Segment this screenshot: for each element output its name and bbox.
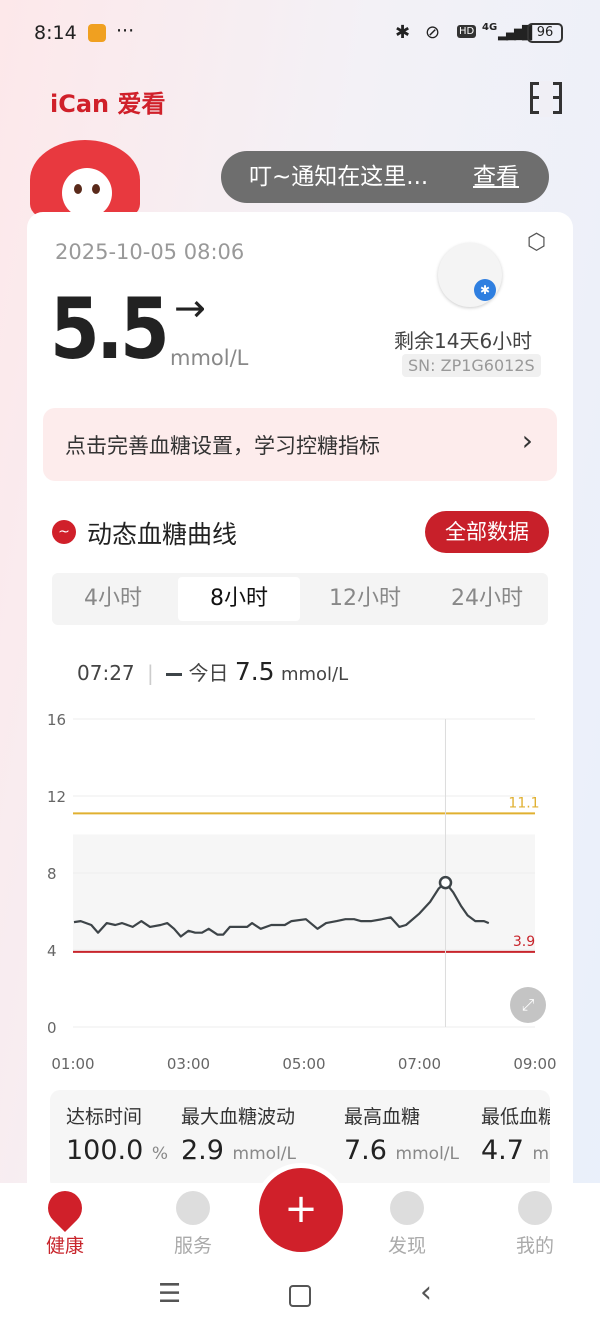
tab-8h[interactable]: 8小时 [178,577,300,621]
menu-icon[interactable]: ☰ [158,1279,182,1309]
tooltip-time: 07:27 [77,661,135,685]
x-tick-label: 07:00 [398,1055,441,1073]
x-tick-label: 03:00 [167,1055,210,1073]
bluetooth-icon: ✱ [395,22,411,43]
settings-banner[interactable]: 点击完善血糖设置，学习控糖指标 › [43,408,557,481]
trend-arrow-icon: → [174,286,206,330]
nav-services[interactable]: 服务 [153,1191,233,1258]
y-tick-label: 0 [47,1019,57,1037]
stat-max-fluctuation: 最大血糖波动 2.9 mmol/L [181,1106,296,1166]
nav-discover[interactable]: 发现 [367,1191,447,1258]
stat-time-in-range: 达标时间 100.0 % [66,1106,169,1166]
section-title: 动态血糖曲线 [87,520,238,549]
handshake-icon [176,1191,210,1225]
blood-drop-icon [40,1183,90,1233]
bluetooth-badge-icon: ✱ [474,279,496,301]
nav-health[interactable]: 健康 [25,1183,105,1258]
curve-icon: ~ [52,520,76,544]
banner-text: 点击完善血糖设置，学习控糖指标 [65,434,380,458]
face-icon [518,1191,552,1225]
mascot-image [30,140,140,220]
threshold-label: 3.9 [513,934,535,950]
sensor-serial: SN: ZP1G6012S [402,354,541,377]
back-icon[interactable]: ‹ [420,1275,432,1310]
tooltip-unit: mmol/L [280,664,349,685]
notification-bubble[interactable]: 叮~通知在这里... 查看 [221,151,549,203]
tooltip-series: 今日 [188,661,229,685]
glucose-unit: mmol/L [170,346,249,370]
hd-icon: HD [457,25,477,38]
sensor-remaining: 剩余14天6小时 [394,329,533,353]
app-notification-icon [88,24,106,42]
sensor-image[interactable]: ✱ [438,243,502,307]
y-tick-label: 4 [47,942,57,960]
tab-4h[interactable]: 4小时 [84,586,142,611]
clock: 8:14 [34,22,77,44]
tab-12h[interactable]: 12小时 [329,586,401,611]
chart-tooltip: 07:27 | 今日 7.5 mmol/L [77,657,349,686]
target-range-band [73,834,535,952]
battery-indicator: 96 [527,23,563,43]
tab-24h[interactable]: 24小时 [451,586,523,611]
y-tick-label: 16 [47,711,66,729]
settings-icon[interactable]: ⬡ [527,230,547,255]
add-record-button[interactable]: + [259,1168,343,1252]
x-tick-label: 01:00 [51,1055,94,1073]
x-tick-label: 09:00 [513,1055,556,1073]
stat-highest: 最高血糖 7.6 mmol/L [344,1106,459,1166]
glucose-line [73,881,490,938]
more-notifications: ··· [116,20,135,42]
chevron-right-icon: › [521,424,533,457]
y-tick-label: 8 [47,865,57,883]
system-nav-bar: ☰ ‹ [0,1261,600,1332]
tooltip-value: 7.5 [234,657,275,686]
notification-text: 叮~通知在这里... [249,164,429,190]
series-swatch [166,673,183,676]
planet-icon [390,1191,424,1225]
nav-profile[interactable]: 我的 [495,1191,575,1258]
scan-button[interactable] [530,81,562,117]
y-tick-label: 12 [47,788,66,806]
expand-icon: ⤢ [521,995,535,1014]
glucose-chart[interactable]: 0 4 8 12 16 01:00 03:00 05:00 07:00 09:00 11.1 3.9 [0,700,600,1080]
link-icon: ⊘ [425,22,441,43]
reading-timestamp: 2025-10-05 08:06 [55,240,245,264]
view-notification-link[interactable]: 查看 [473,164,519,190]
glucose-card [27,212,573,1212]
range-tabs: 4小时 8小时 12小时 24小时 [52,573,548,625]
status-bar: 8:14 ··· ✱ ⊘ HD 4G ▂▄▆█ 96 [0,20,600,52]
network-label: 4G [482,22,498,33]
signal-icon: ▂▄▆█ [498,26,532,41]
glucose-value: 5.5 [50,280,170,378]
home-icon[interactable] [289,1285,311,1307]
app-logo: iCan 爱看 [50,90,166,118]
threshold-label: 11.1 [508,795,539,811]
x-tick-label: 05:00 [282,1055,325,1073]
all-data-button[interactable]: 全部数据 [425,511,549,553]
cursor-point [438,875,453,890]
fullscreen-button[interactable]: ⤢ [510,987,546,1023]
stats-panel: 达标时间 100.0 % 最大血糖波动 2.9 mmol/L 最高血糖 7.6 mmo… [50,1090,550,1190]
